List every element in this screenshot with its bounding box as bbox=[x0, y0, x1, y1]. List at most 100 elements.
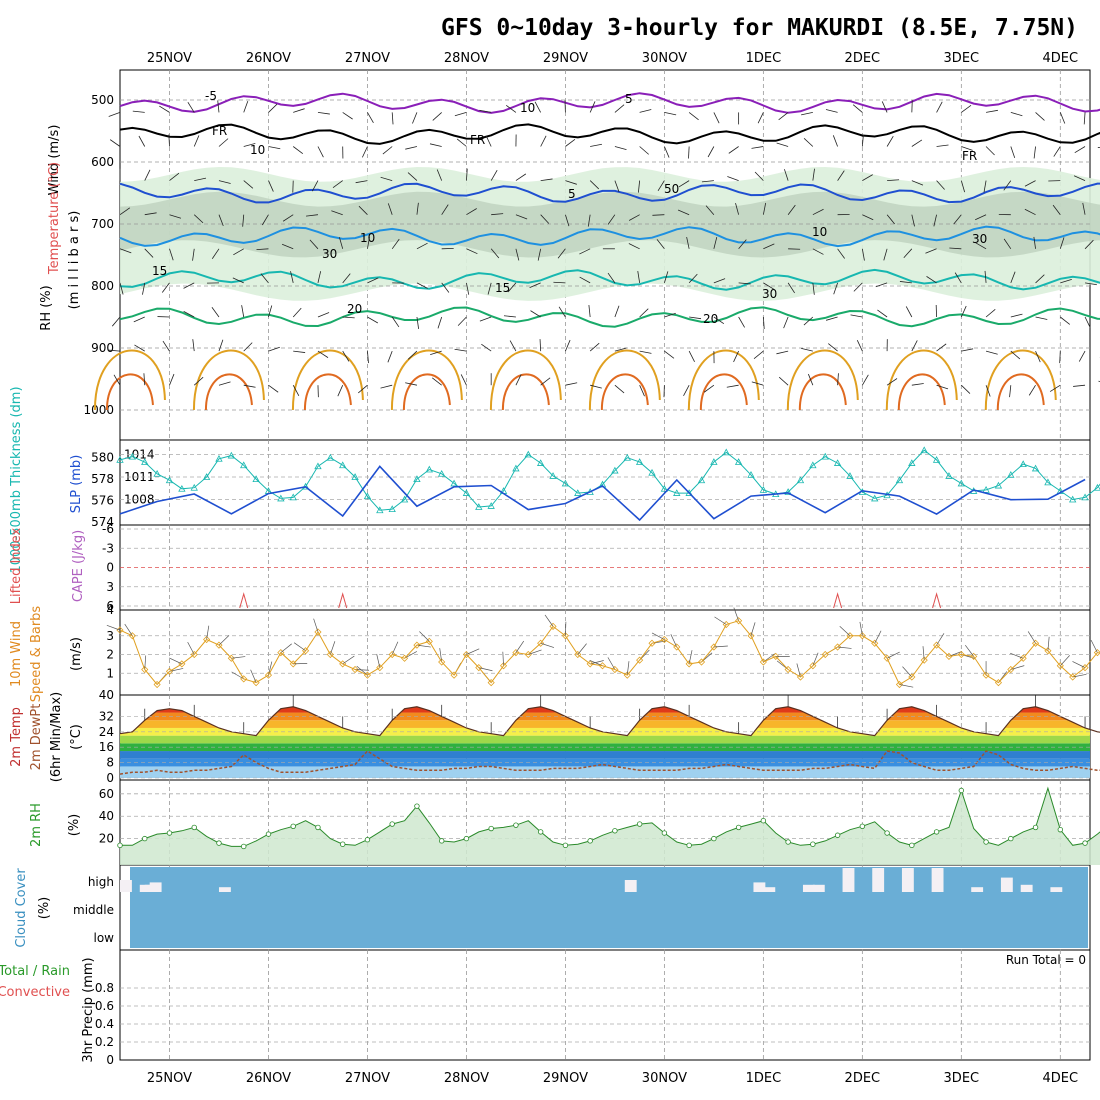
thickness-point bbox=[611, 466, 619, 474]
wind-barb bbox=[579, 248, 591, 255]
wind-barb bbox=[261, 214, 269, 226]
wind-barb bbox=[144, 655, 147, 670]
precip-tick: 0 bbox=[106, 1053, 114, 1067]
isotherm-line bbox=[119, 182, 1100, 204]
wind-barb bbox=[960, 180, 966, 193]
temp-line bbox=[119, 706, 1100, 737]
wind-speed-point bbox=[809, 662, 817, 670]
slp-tick: 1008 bbox=[124, 493, 155, 507]
wind-barb bbox=[367, 236, 370, 249]
wind-barb bbox=[133, 316, 145, 323]
contour-label: 20 bbox=[703, 312, 718, 326]
wind-speed-point bbox=[970, 652, 978, 660]
wind-barb bbox=[954, 272, 962, 284]
wind-tick: 2 bbox=[106, 648, 114, 662]
wind-barb bbox=[656, 239, 665, 250]
wind-barb bbox=[280, 643, 292, 653]
wind-barb bbox=[936, 633, 945, 646]
wind-barb bbox=[911, 180, 924, 186]
wind-barb bbox=[540, 214, 550, 224]
wind-speed-point bbox=[735, 617, 743, 625]
contour-label: 30 bbox=[972, 232, 987, 246]
wind-barb bbox=[975, 242, 987, 250]
wind-barb bbox=[1024, 180, 1036, 187]
wind-barb bbox=[515, 374, 522, 386]
wind-barb bbox=[1024, 208, 1036, 216]
wind-barb bbox=[886, 378, 898, 386]
thickness-point bbox=[1044, 478, 1052, 486]
temp-tick: 0 bbox=[106, 771, 114, 785]
wind-barb bbox=[1059, 112, 1066, 124]
isotherm-line bbox=[192, 349, 265, 411]
wind-barb bbox=[1047, 636, 1050, 651]
axis-labels: Wind (m/s) Temperature (°C) (m i l l i b… bbox=[0, 125, 1086, 1063]
li-tick: 6 bbox=[106, 599, 114, 613]
wind-barb bbox=[948, 651, 963, 657]
cloud-level-middle: middle bbox=[73, 903, 114, 917]
cape-spike bbox=[833, 592, 843, 609]
wind-barb bbox=[589, 180, 600, 190]
wind-speed-point bbox=[326, 650, 334, 659]
li-tick: 3 bbox=[106, 580, 114, 594]
rh-point bbox=[884, 830, 890, 836]
wind-barb bbox=[778, 112, 789, 121]
wind-barb bbox=[828, 343, 838, 352]
wind10m-panel: 3 2 1 40 bbox=[99, 607, 1100, 702]
isotherm-line bbox=[119, 225, 1100, 248]
temp-tick: 8 bbox=[106, 756, 114, 770]
thickness-tick: 578 bbox=[91, 472, 114, 486]
wind-barb bbox=[783, 316, 789, 329]
high-cloud-bar bbox=[842, 868, 855, 892]
wind-barb bbox=[162, 340, 170, 352]
wind-barb bbox=[1059, 351, 1061, 364]
cloud-fill bbox=[130, 867, 1088, 948]
wind-barb bbox=[124, 623, 133, 636]
upper-air-panel: 500 600 700 800 900 1000 -5 5 FR FR FR 5 10 10 15 15 20 2… bbox=[83, 89, 1100, 417]
wind-barb bbox=[416, 202, 419, 215]
wind-barb bbox=[678, 180, 690, 188]
cloud-level-low: low bbox=[94, 931, 115, 945]
wind-barb bbox=[211, 307, 220, 318]
wind-barb bbox=[187, 102, 195, 113]
wind-barb bbox=[505, 105, 517, 113]
thickness-point bbox=[536, 459, 545, 466]
wind-barb bbox=[1060, 655, 1070, 666]
isotherm-line bbox=[588, 349, 661, 411]
wind-barb bbox=[707, 146, 715, 158]
wind-barb bbox=[218, 635, 230, 646]
wind-speed-point bbox=[834, 643, 842, 651]
rh-point bbox=[191, 824, 197, 831]
high-cloud-bar bbox=[901, 868, 914, 892]
wind-barb bbox=[778, 376, 789, 386]
dewpt-line bbox=[119, 750, 1100, 775]
wind-barb bbox=[313, 618, 319, 633]
wind-barb bbox=[628, 243, 640, 250]
thickness-point bbox=[561, 479, 570, 487]
dewpt2m-label: 2m DewPt bbox=[29, 704, 44, 771]
wind-barb bbox=[899, 684, 914, 688]
wind-barb bbox=[639, 109, 652, 113]
isotherm-line bbox=[984, 349, 1057, 411]
contour-label: 10 bbox=[520, 101, 535, 115]
wind-barb bbox=[416, 242, 428, 250]
rh-point bbox=[1082, 840, 1088, 846]
date-label: 27NOV bbox=[345, 51, 390, 66]
wind-barb bbox=[355, 180, 368, 184]
chart-title: GFS 0~10day 3-hourly for MAKURDI (8.5E, … bbox=[441, 15, 1078, 41]
wind-barb bbox=[1084, 316, 1091, 328]
wind-barb bbox=[1090, 639, 1098, 653]
wind-barb bbox=[144, 248, 154, 258]
wind-barb bbox=[407, 350, 418, 360]
wind-barb bbox=[803, 138, 814, 147]
wind-barb bbox=[738, 282, 751, 285]
wind-barb bbox=[412, 112, 418, 124]
pressure-tick: 1000 bbox=[83, 403, 114, 417]
wind-barb bbox=[887, 179, 900, 181]
wind-barb bbox=[787, 282, 795, 294]
precip-panel: 0.8 0.6 0.4 0.2 0 bbox=[95, 981, 1090, 1067]
wind-barb bbox=[689, 316, 702, 320]
wind-barb bbox=[688, 112, 699, 121]
date-label: 25NOV bbox=[147, 1071, 192, 1086]
precip-tick: 0.2 bbox=[95, 1035, 114, 1049]
date-label: 3DEC bbox=[944, 51, 980, 66]
